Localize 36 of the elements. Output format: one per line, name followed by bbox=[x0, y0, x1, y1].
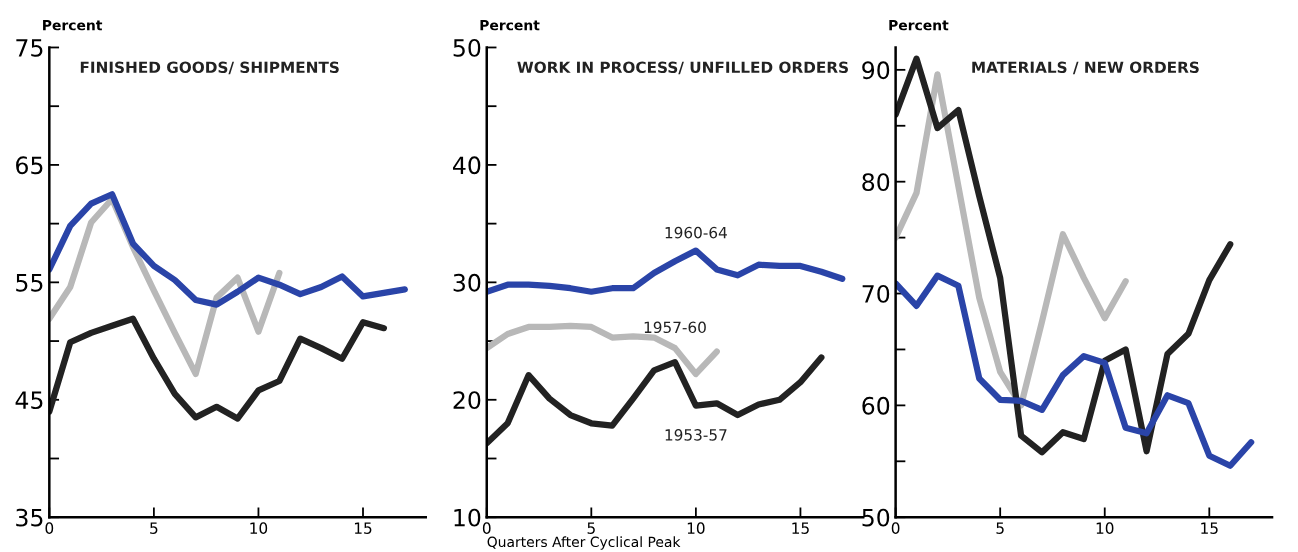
text: FINISHED GOODS/ SHIPMENTS bbox=[80, 61, 339, 75]
text: WORK IN PROCESS/ UNFILLED ORDERS bbox=[517, 61, 848, 75]
x-axis-title: Quarters After Cyclical Peak bbox=[487, 536, 681, 550]
y-tick-label: 70 bbox=[862, 284, 890, 303]
y-axis-title: Percent bbox=[480, 20, 540, 31]
y-tick-label: 50 bbox=[453, 38, 481, 57]
y-tick-label: 75 bbox=[16, 39, 43, 57]
x-tick-label: 15 bbox=[1201, 522, 1218, 534]
series-label: 1957-60 bbox=[644, 321, 706, 334]
y-tick-label: 90 bbox=[862, 61, 890, 80]
x-tick-label: 10 bbox=[1096, 522, 1114, 534]
y-tick-label: 40 bbox=[453, 156, 481, 175]
series-label: 1953-57 bbox=[665, 429, 727, 441]
y-tick-label: 60 bbox=[862, 396, 890, 415]
y-tick-label: 50 bbox=[862, 508, 890, 527]
x-tick-label: 5 bbox=[150, 522, 158, 534]
y-tick-label: 55 bbox=[16, 274, 43, 292]
x-tick-label: 0 bbox=[482, 522, 491, 534]
y-axis-title: Percent bbox=[889, 20, 949, 31]
text: MATERIALS / NEW ORDERS bbox=[972, 61, 1199, 75]
y-tick-label: 20 bbox=[453, 391, 481, 410]
series-label: 1960-64 bbox=[665, 226, 727, 239]
x-tick-label: 15 bbox=[354, 522, 372, 534]
y-tick-label: 80 bbox=[862, 173, 890, 191]
x-tick-label: 5 bbox=[996, 522, 1004, 534]
y-tick-label: 30 bbox=[453, 273, 481, 292]
x-tick-label: 15 bbox=[792, 522, 809, 534]
y-tick-label: 45 bbox=[15, 391, 43, 410]
x-tick-label: 5 bbox=[587, 522, 595, 534]
x-tick-label: 0 bbox=[891, 522, 900, 534]
x-tick-label: 10 bbox=[687, 522, 705, 534]
x-tick-label: 0 bbox=[45, 522, 54, 534]
y-axis-title: Percent bbox=[43, 20, 103, 31]
y-tick-label: 65 bbox=[16, 156, 43, 175]
y-tick-label: 35 bbox=[16, 508, 43, 527]
x-tick-label: 10 bbox=[250, 522, 268, 534]
